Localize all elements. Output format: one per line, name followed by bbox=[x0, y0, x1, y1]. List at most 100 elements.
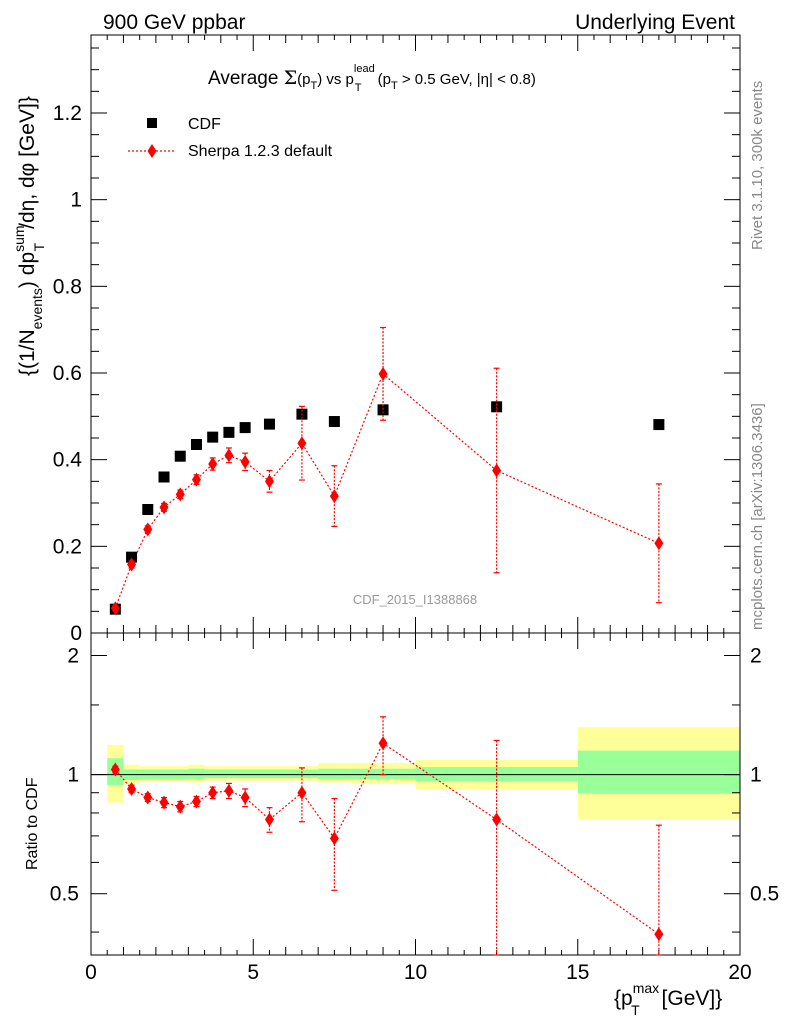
x-tick-label: 0 bbox=[85, 961, 97, 984]
ratio-point bbox=[654, 927, 664, 942]
legend-cdf-label: CDF bbox=[188, 116, 221, 133]
analysis-label: CDF_2015_I1388868 bbox=[353, 592, 477, 607]
xlabel-a: {p bbox=[614, 987, 633, 1010]
cdf-point bbox=[190, 439, 202, 450]
title-sub-t2: T bbox=[355, 82, 362, 94]
sherpa-point bbox=[329, 489, 339, 504]
band-inner-8 bbox=[577, 750, 740, 794]
band-inner-5 bbox=[318, 768, 351, 779]
sherpa-point bbox=[159, 500, 169, 515]
title-p4: > 0.5 GeV, |η| < 0.8) bbox=[398, 71, 536, 88]
cdf-point bbox=[207, 431, 219, 443]
ratio-tick-label-left: 1 bbox=[67, 764, 79, 787]
x-tick-label: 10 bbox=[404, 961, 427, 984]
y-tick-label: 0.8 bbox=[53, 275, 82, 298]
plot-marks bbox=[109, 326, 665, 956]
ratio-tick-label-left: 0.5 bbox=[50, 883, 79, 906]
ratio-point bbox=[191, 794, 201, 809]
sherpa-point bbox=[240, 454, 250, 469]
ratio-point bbox=[127, 781, 137, 796]
side-rivet-label: Rivet 3.1.10, 300k events bbox=[749, 81, 766, 250]
xlabel-sup-max: max bbox=[633, 980, 659, 996]
y-tick-label: 0.6 bbox=[53, 362, 82, 385]
title-sub-t: T bbox=[310, 80, 317, 92]
sherpa-point bbox=[208, 457, 218, 471]
ratio-point bbox=[159, 795, 169, 810]
cdf-point bbox=[126, 551, 138, 563]
y-tick-label: 0.2 bbox=[53, 535, 82, 558]
title-p1: (p bbox=[297, 71, 310, 88]
cdf-point bbox=[653, 419, 665, 431]
y-tick-label: 0.4 bbox=[53, 449, 83, 472]
ratio-point bbox=[175, 799, 185, 814]
sherpa-point bbox=[110, 601, 120, 616]
sherpa-point bbox=[127, 557, 137, 572]
cdf-point bbox=[263, 418, 275, 430]
ratio-tick-label-left: 2 bbox=[67, 645, 79, 668]
cdf-point bbox=[223, 426, 235, 438]
ratio-tick-label-right: 0.5 bbox=[750, 883, 779, 906]
ylabel-sub-t: T bbox=[31, 242, 47, 251]
band-inner-3 bbox=[188, 768, 205, 779]
sherpa-point bbox=[378, 366, 388, 381]
ratio-point bbox=[378, 736, 388, 751]
ratio-point bbox=[264, 812, 274, 827]
ratio-point bbox=[297, 785, 307, 800]
title-sup-lead: lead bbox=[354, 63, 375, 75]
ratio-point bbox=[110, 762, 120, 777]
title-p2: ) vs p bbox=[317, 71, 354, 88]
sherpa-point bbox=[297, 436, 307, 451]
sherpa-point bbox=[264, 474, 274, 489]
header-right: Underlying Event bbox=[575, 11, 735, 34]
cdf-point bbox=[158, 471, 170, 483]
y-tick-label: 0 bbox=[70, 622, 82, 645]
title-prefix: Average bbox=[208, 68, 284, 89]
header-left: 900 GeV ppbar bbox=[103, 11, 245, 34]
ratio-point bbox=[329, 831, 339, 846]
sherpa-point bbox=[175, 487, 185, 502]
ratio-uncertainty-bands bbox=[91, 726, 740, 820]
sherpa-point bbox=[191, 472, 201, 487]
xlabel-b: [GeV]} bbox=[656, 987, 723, 1010]
ratio-point bbox=[224, 783, 234, 798]
ratio-point bbox=[492, 812, 502, 827]
ratio-tick-label-right: 2 bbox=[750, 645, 762, 668]
title-p3: (p bbox=[373, 71, 391, 88]
x-tick-label: 15 bbox=[566, 961, 589, 984]
sherpa-point bbox=[654, 536, 664, 551]
chart-title: Average Σ(pT) vs plead T (pT > 0.5 GeV, |… bbox=[208, 63, 536, 94]
sherpa-point bbox=[224, 448, 234, 463]
ratio-point bbox=[240, 790, 250, 805]
cdf-point bbox=[174, 450, 186, 462]
sherpa-point bbox=[143, 522, 153, 537]
title-sigma: Σ bbox=[284, 67, 297, 89]
title-sub-t3: T bbox=[391, 80, 398, 92]
legend-sherpa-marker bbox=[147, 144, 157, 158]
y-axis-label: {(1/Nevents) dpsum T/dη, dφ [GeV]} bbox=[11, 96, 47, 376]
ylabel-sub-events: events bbox=[29, 288, 45, 329]
ratio-point bbox=[143, 790, 153, 805]
ratio-y-axis-label: Ratio to CDF bbox=[24, 777, 41, 870]
band-inner-4 bbox=[204, 769, 319, 779]
axes: 0 5 10 15 20 0 0.2 0.4 0.6 0.8 1 1.2 0.5 0.5 1 1 2 2 bbox=[50, 34, 779, 984]
x-tick-label: 20 bbox=[728, 961, 751, 984]
xlabel-sub-t: T bbox=[631, 1002, 640, 1018]
cdf-point bbox=[142, 504, 154, 515]
y-tick-label: 1 bbox=[70, 189, 82, 212]
y-tick-label: 1.2 bbox=[53, 102, 82, 125]
ratio-tick-label-right: 1 bbox=[750, 764, 762, 787]
cdf-point bbox=[239, 422, 251, 434]
ylabel-sup-sum: sum bbox=[11, 225, 27, 251]
ylabel-c: /dη, dφ [GeV]} bbox=[16, 96, 39, 229]
legend-cdf-marker bbox=[147, 118, 157, 128]
ylabel-b: ) dp bbox=[16, 252, 39, 288]
ylabel-a: {(1/N bbox=[16, 329, 39, 376]
x-axis-label: {pmax T [GeV]} bbox=[614, 980, 722, 1018]
legend-sherpa-label: Sherpa 1.2.3 default bbox=[188, 143, 333, 160]
cdf-point bbox=[328, 416, 340, 428]
ratio-point bbox=[208, 785, 218, 800]
sherpa-point bbox=[492, 463, 502, 478]
x-tick-label: 5 bbox=[247, 961, 259, 984]
side-mcplots-label: mcplots.cern.ch [arXiv:1306.3436] bbox=[749, 403, 766, 630]
